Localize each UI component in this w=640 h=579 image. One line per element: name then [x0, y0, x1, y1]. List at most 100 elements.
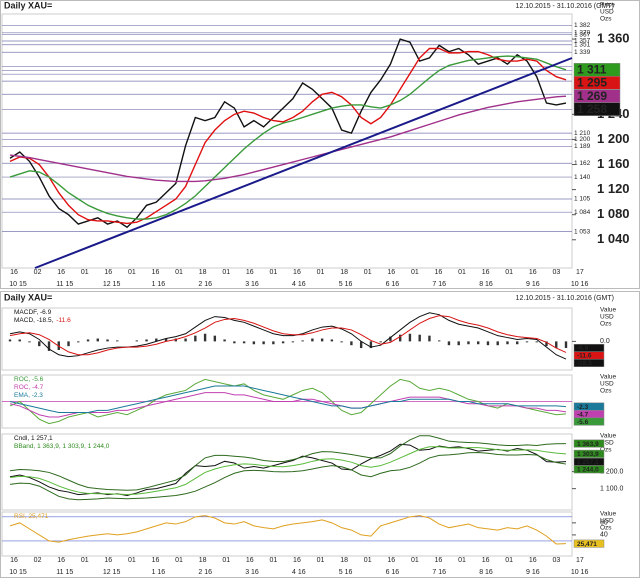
- last-value-box: [573, 358, 605, 367]
- series-line: [9, 435, 567, 491]
- x-tick-label: 9 16: [526, 569, 540, 576]
- histogram-bar: [398, 334, 402, 342]
- x-tick-label: 16: [482, 269, 490, 276]
- axis-label: Ozs: [600, 525, 612, 532]
- y-tick-label: 0.0: [600, 338, 610, 345]
- x-tick-label: 1 16: [152, 569, 166, 576]
- last-value-label: -18.5: [577, 360, 592, 367]
- x-tick-label: 6 16: [386, 569, 400, 576]
- plot-area: [1, 511, 573, 557]
- histogram-bar: [389, 336, 392, 342]
- x-tick-label: 01: [505, 557, 513, 564]
- x-tick-label: 9 16: [526, 281, 540, 288]
- x-tick-label: 16: [152, 269, 160, 276]
- x-tick-label: 16: [529, 269, 537, 276]
- y-tick-label: 1 120: [597, 181, 630, 196]
- histogram-bar: [96, 338, 99, 342]
- x-tick-label: 16: [152, 557, 160, 564]
- x-tick-label: 7 16: [432, 569, 446, 576]
- axis-label: Value: [600, 433, 617, 440]
- series-line: [9, 95, 567, 183]
- x-tick-label: 16: [104, 269, 112, 276]
- x-tick-label: 03: [552, 557, 560, 564]
- histogram-bar: [194, 335, 197, 342]
- x-tick-label: 01: [81, 557, 89, 564]
- panel-frame: [0, 0, 640, 289]
- axis-label: USD: [600, 9, 614, 16]
- histogram-bar: [252, 341, 256, 345]
- y-tick-label: 1 360: [597, 31, 630, 46]
- histogram-bar: [77, 341, 80, 343]
- level-label: 1 200: [574, 136, 591, 143]
- axis-label: Value: [600, 374, 617, 381]
- series-line: [9, 315, 567, 356]
- histogram-bar: [564, 341, 568, 348]
- legend-text: ROC, -4.7: [14, 384, 44, 391]
- histogram-bar: [86, 339, 90, 342]
- last-value-box: [573, 102, 621, 116]
- histogram-bar: [545, 341, 548, 347]
- series-line: [9, 385, 567, 414]
- histogram-bar: [359, 341, 363, 349]
- legend-text: EMA, -2.3: [14, 392, 43, 399]
- histogram-bar: [369, 341, 373, 349]
- last-value-box: [573, 449, 605, 458]
- legend-text: BBand, 1 363,9, 1 303,9, 1 244,0: [14, 443, 110, 450]
- x-tick-label: 16: [10, 269, 18, 276]
- histogram-bar: [106, 339, 109, 342]
- axis-label: USD: [600, 518, 614, 525]
- x-tick-label: 10 16: [571, 569, 589, 576]
- legend-text: Cndl, 1 257,1: [14, 435, 53, 442]
- histogram-bar: [8, 339, 12, 342]
- histogram-bar: [47, 341, 51, 351]
- x-tick-label: 8 16: [479, 569, 493, 576]
- histogram-bar: [467, 341, 470, 345]
- legend-text: ROC, -5.6: [14, 376, 44, 383]
- x-tick-label: 17: [576, 557, 584, 564]
- histogram-bar: [223, 339, 226, 342]
- last-value-label: 1 295: [577, 75, 607, 89]
- x-tick-label: 16: [529, 557, 537, 564]
- histogram-bar: [477, 341, 480, 345]
- x-tick-label: 2 16: [198, 569, 212, 576]
- last-value-label: 25,471: [577, 541, 597, 548]
- x-tick-label: 18: [340, 557, 348, 564]
- level-label: 1 105: [574, 196, 591, 203]
- last-value-box: [573, 439, 605, 448]
- x-tick-label: 02: [34, 269, 42, 276]
- histogram-bar: [379, 341, 382, 343]
- x-tick-label: 16: [104, 557, 112, 564]
- x-tick-label: 01: [222, 269, 230, 276]
- level-label: 1 357: [574, 38, 591, 45]
- histogram-bar: [350, 341, 353, 346]
- x-tick-label: 01: [317, 557, 325, 564]
- last-value-label: 1 303,9: [577, 451, 599, 458]
- histogram-bar: [301, 340, 304, 342]
- x-tick-label: 16: [482, 557, 490, 564]
- histogram-bar: [486, 341, 490, 346]
- series-line: [9, 392, 567, 418]
- series-line: [9, 451, 567, 501]
- legend-entry: MACD, -18.5, -11.6: [14, 317, 71, 324]
- level-label: 1 382: [574, 22, 591, 29]
- legend-entry: ROC, -4.7: [14, 384, 44, 391]
- x-tick-label: 03: [552, 269, 560, 276]
- date-range: 12.10.2015 - 31.10.2016 (GMT): [516, 3, 614, 10]
- date-range: 12.10.2015 - 31.10.2016 (GMT): [516, 295, 614, 302]
- last-value-label: -6.9: [577, 345, 589, 352]
- histogram-bar: [447, 341, 451, 346]
- x-tick-label: 16: [57, 269, 65, 276]
- axis-label: Ozs: [600, 447, 612, 454]
- x-tick-label: 6 16: [386, 281, 400, 288]
- histogram-bar: [457, 341, 460, 346]
- level-label: 1 210: [574, 130, 591, 137]
- legend-entry: MACDF, -6.9: [14, 309, 52, 316]
- legend-text: -11.6: [56, 317, 71, 324]
- last-value-label: 1 363,9: [577, 441, 599, 448]
- series-line: [9, 515, 567, 545]
- x-tick-label: 5 16: [339, 569, 353, 576]
- x-tick-label: 01: [411, 557, 419, 564]
- histogram-bar: [242, 341, 246, 344]
- level-label: 1 367: [574, 31, 591, 38]
